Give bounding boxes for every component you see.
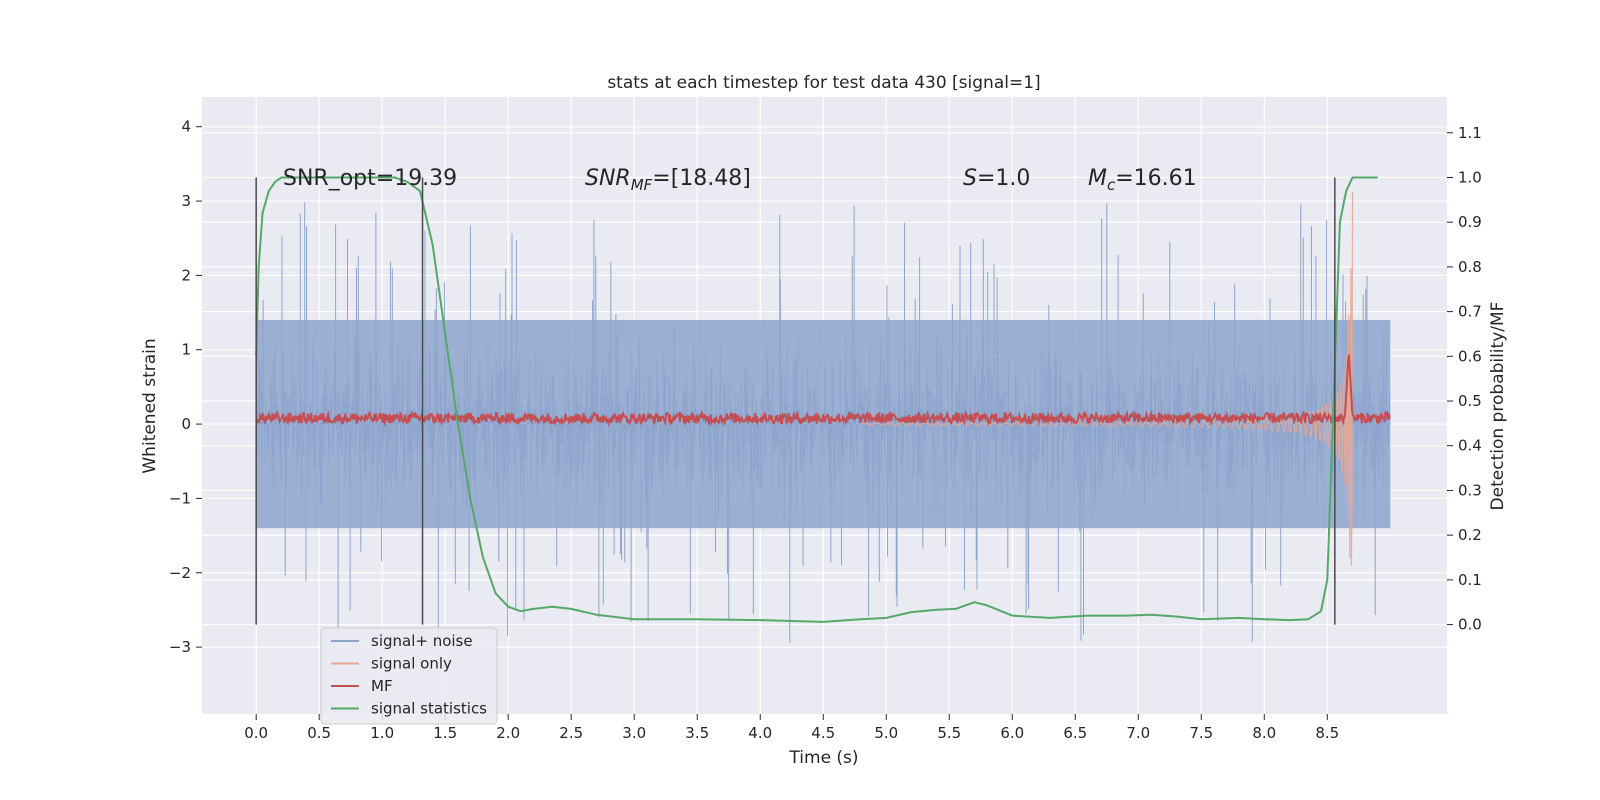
y-right-tick-label: 0.0 xyxy=(1458,616,1482,634)
y-right-tick-label: 0.9 xyxy=(1458,213,1482,231)
annotation-mc-value: =16.61 xyxy=(1115,166,1196,191)
x-tick-label: 2.5 xyxy=(559,724,583,742)
y-right-tick-label: 0.1 xyxy=(1458,571,1482,589)
mf-line xyxy=(255,354,1391,427)
y-axis-label: Whitened strain xyxy=(140,338,160,473)
signal-statistics-series xyxy=(255,176,1378,623)
legend: signal+ noise signal only MF signal statist… xyxy=(320,627,498,725)
y-right-tick-label: 0.3 xyxy=(1458,481,1482,499)
y-right-tick-label: 0.6 xyxy=(1458,347,1482,365)
annotation-snr-mf-sub: MF xyxy=(631,176,653,194)
y-axis-right-label: Detection probability/MF xyxy=(1488,302,1508,511)
y-tick-label: 4 xyxy=(181,118,191,136)
x-tick-label: 7.5 xyxy=(1189,724,1213,742)
right-axis: 0.0 0.1 0.2 0.3 0.4 0.5 0.6 0.7 0.8 0.9 1.0 1.1 xyxy=(1447,124,1482,634)
signal-statistics-line xyxy=(255,176,1378,623)
y-right-tick-label: 0.8 xyxy=(1458,258,1482,276)
annotation-s-symbol: S xyxy=(963,166,977,191)
x-tick-label: 4.5 xyxy=(811,724,835,742)
y-right-tick-label: 0.5 xyxy=(1458,392,1482,410)
y-tick-label: 1 xyxy=(181,341,191,359)
x-tick-label: 8.0 xyxy=(1252,724,1276,742)
annotation-s: S=1.0 xyxy=(963,166,1030,191)
x-tick-label: 7.0 xyxy=(1126,724,1150,742)
legend-label: signal statistics xyxy=(371,700,487,718)
left-axis: −3 −2 −1 0 1 2 3 4 xyxy=(169,118,202,656)
annotation-mc: Mc=16.61 xyxy=(1088,166,1197,194)
annotation-snr-mf: SNRMF=[18.48] xyxy=(585,166,751,194)
x-tick-label: 5.0 xyxy=(874,724,898,742)
legend-label: signal+ noise xyxy=(371,632,473,650)
x-tick-label: 2.0 xyxy=(496,724,520,742)
annotation-mc-base: M xyxy=(1088,166,1107,191)
y-tick-label: −3 xyxy=(169,638,191,656)
x-tick-label: 1.5 xyxy=(433,724,457,742)
y-tick-label: −1 xyxy=(169,489,191,507)
mf-series xyxy=(255,354,1391,427)
x-tick-label: 3.0 xyxy=(622,724,646,742)
x-tick-label: 0.0 xyxy=(244,724,268,742)
y-right-tick-label: 0.4 xyxy=(1458,437,1482,455)
signal-only-series xyxy=(860,191,1354,566)
y-right-tick-label: 0.7 xyxy=(1458,303,1482,321)
x-tick-label: 6.0 xyxy=(1000,724,1024,742)
x-tick-label: 8.5 xyxy=(1315,724,1339,742)
x-tick-label: 4.0 xyxy=(748,724,772,742)
y-tick-label: 0 xyxy=(181,415,191,433)
legend-box xyxy=(320,627,498,725)
x-tick-label: 6.5 xyxy=(1063,724,1087,742)
legend-label: signal only xyxy=(371,655,452,673)
vertical-markers xyxy=(255,177,1336,625)
annotation-snr-opt: SNR_opt=19.39 xyxy=(283,166,457,191)
y-tick-label: 3 xyxy=(181,192,191,210)
x-axis-label: Time (s) xyxy=(788,748,858,768)
y-right-tick-label: 1.0 xyxy=(1458,168,1482,186)
x-tick-label: 1.0 xyxy=(370,724,394,742)
annotation-s-value: =1.0 xyxy=(977,166,1030,191)
x-tick-label: 0.5 xyxy=(307,724,331,742)
x-tick-label: 3.5 xyxy=(685,724,709,742)
y-right-tick-label: 1.1 xyxy=(1458,124,1482,142)
legend-label: MF xyxy=(371,677,393,695)
annotation-snr-mf-value: =[18.48] xyxy=(652,166,751,191)
y-tick-label: 2 xyxy=(181,266,191,284)
chart-title: stats at each timestep for test data 430… xyxy=(607,73,1040,93)
x-tick-label: 5.5 xyxy=(937,724,961,742)
y-right-tick-label: 0.2 xyxy=(1458,526,1482,544)
annotation-snr-mf-base: SNR xyxy=(585,166,631,191)
signal-noise-series xyxy=(255,202,1391,643)
x-axis: 0.0 0.5 1.0 1.5 2.0 2.5 3.0 3.5 4.0 4.5 5.0 5.5 6.0 6… xyxy=(244,714,1339,742)
signal-only-line xyxy=(860,191,1354,566)
annotation-mc-sub: c xyxy=(1107,176,1116,194)
y-tick-label: −2 xyxy=(169,564,191,582)
